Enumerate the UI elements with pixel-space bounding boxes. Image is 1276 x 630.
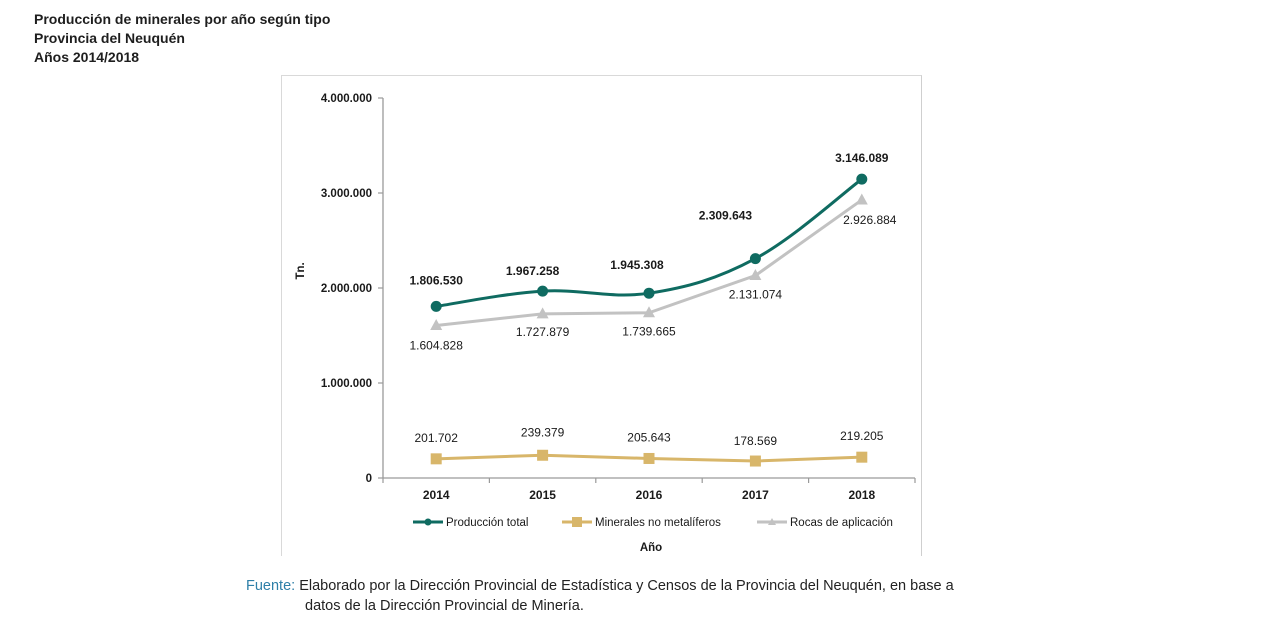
square-marker bbox=[856, 451, 868, 463]
series-rocas-de-aplicacion bbox=[430, 193, 868, 331]
source-text-line-2: datos de la Dirección Provincial de Mine… bbox=[305, 598, 584, 614]
y-tick-label: 3.000.000 bbox=[321, 188, 372, 200]
data-label: 239.379 bbox=[521, 425, 565, 439]
legend-label: Producción total bbox=[446, 517, 528, 529]
triangle-marker bbox=[536, 307, 549, 319]
x-tick-label: 2015 bbox=[529, 488, 556, 502]
legend-label: Minerales no metalíferos bbox=[595, 517, 721, 529]
legend-label: Rocas de aplicación bbox=[790, 517, 893, 529]
data-labels: 1.604.828 1.727.879 1.739.665 2.131.074 2.92… bbox=[410, 151, 897, 448]
y-axis-title: Tn. bbox=[295, 262, 307, 279]
triangle-marker bbox=[643, 306, 655, 318]
data-label: 205.643 bbox=[627, 430, 671, 444]
triangle-marker bbox=[749, 269, 762, 281]
legend: Producción total Minerales no metalíferos… bbox=[413, 517, 893, 529]
triangle-marker bbox=[430, 319, 443, 331]
x-tick-label: 2014 bbox=[423, 488, 450, 502]
data-label: 1.604.828 bbox=[410, 339, 464, 353]
data-label: 201.702 bbox=[415, 431, 459, 445]
y-tick-label: 1.000.000 bbox=[321, 378, 372, 390]
x-tick-label: 2017 bbox=[742, 488, 769, 502]
square-marker bbox=[537, 449, 549, 461]
legend-item: Minerales no metalíferos bbox=[562, 517, 721, 529]
triangle-marker bbox=[855, 193, 868, 205]
series-minerales-no-metaliferos bbox=[430, 449, 868, 467]
x-tick-label: 2018 bbox=[848, 488, 875, 502]
data-label: 1.806.530 bbox=[410, 273, 464, 287]
axes: 0 1.000.000 2.000.000 3.000.000 4.000.000 Tn.… bbox=[295, 93, 916, 554]
data-label: 219.205 bbox=[840, 429, 884, 443]
source-text-line-1: Elaborado por la Dirección Provincial de… bbox=[299, 578, 954, 594]
title-line-1: Producción de minerales por año según ti… bbox=[34, 11, 331, 27]
data-label: 2.309.643 bbox=[699, 209, 753, 223]
square-marker bbox=[749, 455, 761, 467]
chart-title-block: Producción de minerales por año según ti… bbox=[34, 10, 330, 67]
data-label: 1.945.308 bbox=[610, 258, 664, 272]
circle-marker bbox=[537, 285, 549, 297]
legend-item: Rocas de aplicación bbox=[757, 517, 893, 529]
square-marker bbox=[643, 452, 655, 464]
y-tick-label: 4.000.000 bbox=[321, 93, 372, 105]
data-label: 178.569 bbox=[734, 434, 778, 448]
data-label: 2.131.074 bbox=[729, 288, 783, 302]
series-produccion-total bbox=[430, 173, 868, 312]
legend-item: Producción total bbox=[413, 517, 528, 529]
x-tick-label: 2016 bbox=[636, 488, 663, 502]
data-label: 3.146.089 bbox=[835, 151, 889, 165]
circle-marker bbox=[856, 173, 868, 185]
circle-marker bbox=[643, 287, 655, 299]
title-line-2: Provincia del Neuquén bbox=[34, 30, 185, 46]
legend-circle-marker bbox=[424, 518, 432, 526]
circle-marker bbox=[749, 253, 761, 265]
source-note: Fuente: Elaborado por la Dirección Provi… bbox=[246, 576, 954, 616]
data-label: 1.967.258 bbox=[506, 264, 560, 278]
data-label: 1.727.879 bbox=[516, 325, 570, 339]
series-layer bbox=[430, 173, 868, 467]
legend-square-marker bbox=[572, 517, 582, 527]
legend-triangle-marker bbox=[768, 518, 776, 525]
x-axis-title: Año bbox=[640, 542, 662, 554]
square-marker bbox=[430, 453, 442, 465]
y-tick-label: 2.000.000 bbox=[321, 283, 372, 295]
data-label: 2.926.884 bbox=[843, 213, 897, 227]
source-label: Fuente: bbox=[246, 578, 296, 594]
title-line-3: Años 2014/2018 bbox=[34, 49, 140, 65]
data-label: 1.739.665 bbox=[622, 325, 676, 339]
chart-frame bbox=[281, 75, 922, 556]
y-tick-label: 0 bbox=[366, 473, 372, 485]
circle-marker bbox=[430, 300, 442, 312]
series-line bbox=[435, 177, 863, 308]
